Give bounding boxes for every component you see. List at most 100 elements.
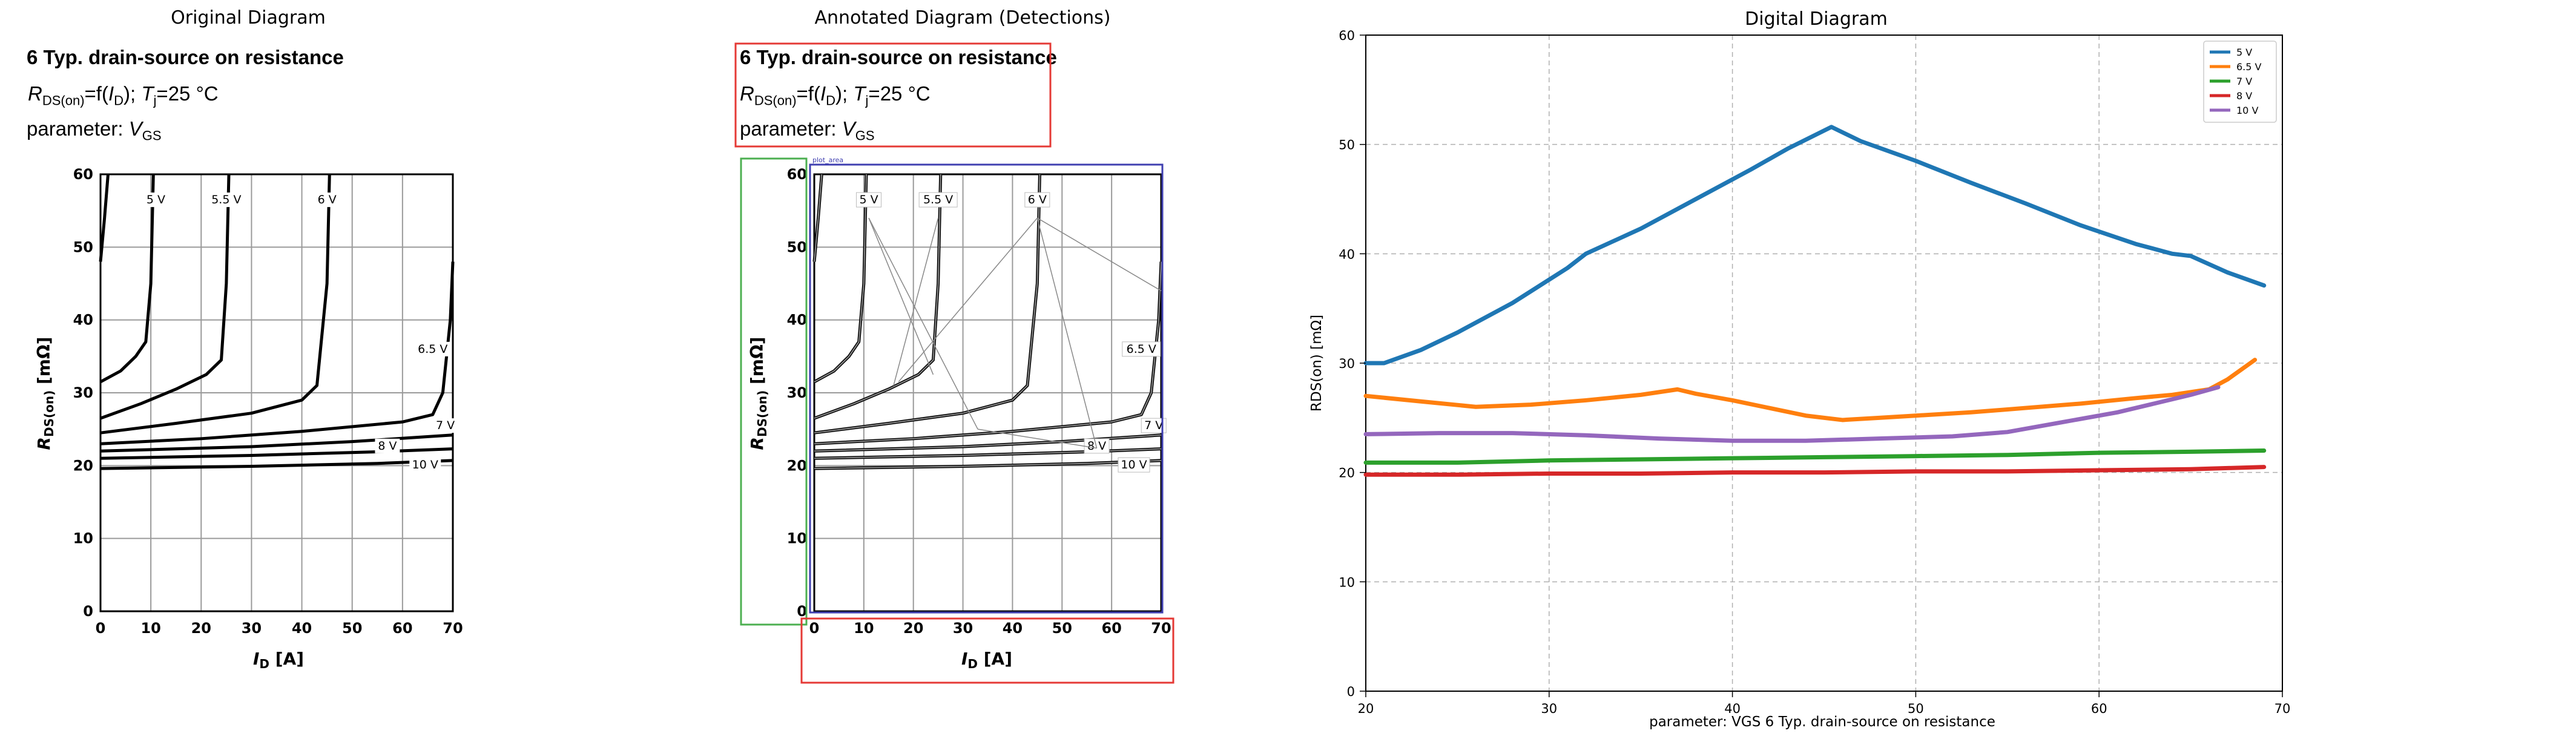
formula-t-sub: j: [153, 93, 157, 108]
annotated-heading-title: 6 Typ. drain-source on resistance: [740, 46, 1057, 68]
y-tick-label: 30: [73, 384, 93, 401]
detected-curve-overlay: [814, 174, 1041, 434]
x-tick-label: 40: [1724, 701, 1741, 716]
y-tick-label: 0: [797, 603, 807, 620]
formula-temp: =25 °C: [868, 82, 931, 105]
y-tick-label: 40: [1339, 247, 1355, 261]
annotated-panel-title: Annotated Diagram (Detections): [814, 7, 1111, 28]
x-tick-label: 50: [1052, 620, 1072, 637]
curve-label-bg: [1118, 458, 1150, 473]
detected-curve-overlay: [814, 448, 1162, 459]
vgs-curve: [99, 174, 110, 262]
formula-r-sub: DS(on): [42, 93, 85, 108]
curve-label-box: [1024, 192, 1050, 208]
annotated-curves: [812, 174, 1163, 470]
curve-label-bg: [409, 458, 441, 473]
annotated-chart: 0 10 20 30 40 50 60 70 0 10 20 30 40 50 60 5 V 5.5 V 6 V…: [734, 42, 1174, 684]
formula-i-sub: D: [826, 93, 836, 108]
annotated-xlabel: ID [A]: [961, 649, 1012, 671]
curve-label-box: [856, 192, 882, 208]
curve-label: 7 V: [436, 419, 455, 432]
vgs-curve: [814, 174, 943, 420]
vgs-curve: [100, 174, 331, 435]
curve-label: 6 V: [1028, 193, 1047, 206]
label-link-line: [898, 217, 1038, 382]
x-tick-label: 60: [2091, 701, 2107, 716]
legend-label: 5 V: [2236, 47, 2252, 58]
y-tick-label: 10: [787, 530, 807, 547]
curve-label: 10 V: [412, 458, 438, 471]
y-tick-label: 50: [787, 238, 807, 255]
original-heading-formula: RDS(on)=f(ID); Tj=25 °C: [28, 82, 219, 109]
label-link-line: [1036, 217, 1162, 292]
formula-t: T: [141, 82, 154, 105]
formula-end: );: [124, 82, 142, 105]
original-curves: [99, 174, 455, 470]
y-tick-label: 20: [73, 457, 93, 474]
y-tick-label: 10: [73, 530, 93, 547]
annotated-heading-formula: RDS(on)=f(ID); Tj=25 °C: [740, 82, 931, 109]
plot-frame: [99, 173, 454, 612]
curve-label-bg: [314, 192, 340, 208]
curve-label: 7 V: [1144, 419, 1163, 432]
curve-label: 5.5 V: [923, 193, 953, 206]
x-tick-label: 20: [191, 620, 211, 637]
x-tick-label: 70: [1151, 620, 1171, 637]
curve-label: 6.5 V: [1127, 343, 1156, 356]
curve-label-bg: [143, 192, 168, 208]
vgs-curve: [100, 433, 453, 453]
legend-label: 7 V: [2236, 76, 2252, 87]
legend-box: [2203, 41, 2277, 123]
annotated-grid: [813, 173, 1162, 612]
detection-box-plot-label: plot_area: [812, 156, 843, 164]
digital-chart: 20 30 40 50 60 70 0 10 20 30 40 50 60 parameter: VGS…: [1309, 28, 2290, 730]
curve-label-box: [918, 192, 958, 208]
series-line: [1363, 125, 2267, 366]
y-tick-label: 20: [1339, 466, 1355, 481]
formula-r: R: [740, 82, 754, 105]
original-ticks: 0 10 20 30 40 50 60 70 0 10 20 30 40 50 60: [73, 166, 463, 637]
plot-frame: [813, 173, 1162, 612]
detected-curve-overlay: [814, 261, 1162, 445]
vgs-curve: [814, 261, 1163, 445]
digital-grid: [1365, 34, 2283, 692]
label-link-line: [978, 428, 1097, 449]
x-tick-label: 30: [1541, 701, 1557, 716]
original-heading-title: 6 Typ. drain-source on resistance: [27, 46, 344, 68]
curve-label-bg: [1084, 438, 1110, 453]
curve-label: 8 V: [378, 439, 397, 453]
curve-label-box: [1122, 341, 1161, 357]
y-tick-label: 60: [1339, 28, 1355, 43]
digital-ticks: 20 30 40 50 60 70 0 10 20 30 40 50 60: [1339, 28, 2290, 716]
curve-label-bg: [919, 192, 958, 208]
curve-label: 6 V: [318, 193, 337, 206]
vgs-curve: [814, 174, 1041, 435]
original-ylabel: RDS(on) [mΩ]: [34, 337, 56, 450]
x-tick-label: 30: [242, 620, 262, 637]
label-link-line: [893, 218, 939, 386]
original-curve-labels: 5 V 5.5 V 6 V 6.5 V 7 V 8 V 10 V: [143, 192, 458, 473]
y-tick-label: 20: [787, 457, 807, 474]
original-panel-title: Original Diagram: [171, 7, 326, 28]
series-line: [1363, 465, 2267, 477]
digital-legend: 5 V 6.5 V 7 V 8 V 10 V: [2203, 41, 2277, 123]
param-prefix: parameter:: [27, 117, 129, 140]
detected-curve-overlay: [814, 174, 867, 382]
x-tick-label: 60: [1101, 620, 1121, 637]
formula-t-sub: j: [865, 93, 869, 108]
vgs-curve: [100, 174, 231, 420]
digital-ylabel: RDS(on) [mΩ]: [1309, 315, 1325, 412]
detection-box-yaxis: [740, 157, 808, 626]
vgs-curve: [99, 174, 155, 384]
label-link-line: [868, 217, 978, 430]
x-tick-label: 60: [392, 620, 412, 637]
curve-label: 5.5 V: [211, 193, 241, 206]
x-tick-label: 70: [443, 620, 463, 637]
curve-label-bg: [207, 192, 246, 208]
label-link-line: [868, 217, 934, 375]
detection-box-heading: [734, 42, 1052, 148]
detection-box-plot: [809, 163, 1164, 614]
formula-end: );: [835, 82, 854, 105]
param-v: V: [842, 117, 855, 140]
y-tick-label: 50: [73, 238, 93, 255]
